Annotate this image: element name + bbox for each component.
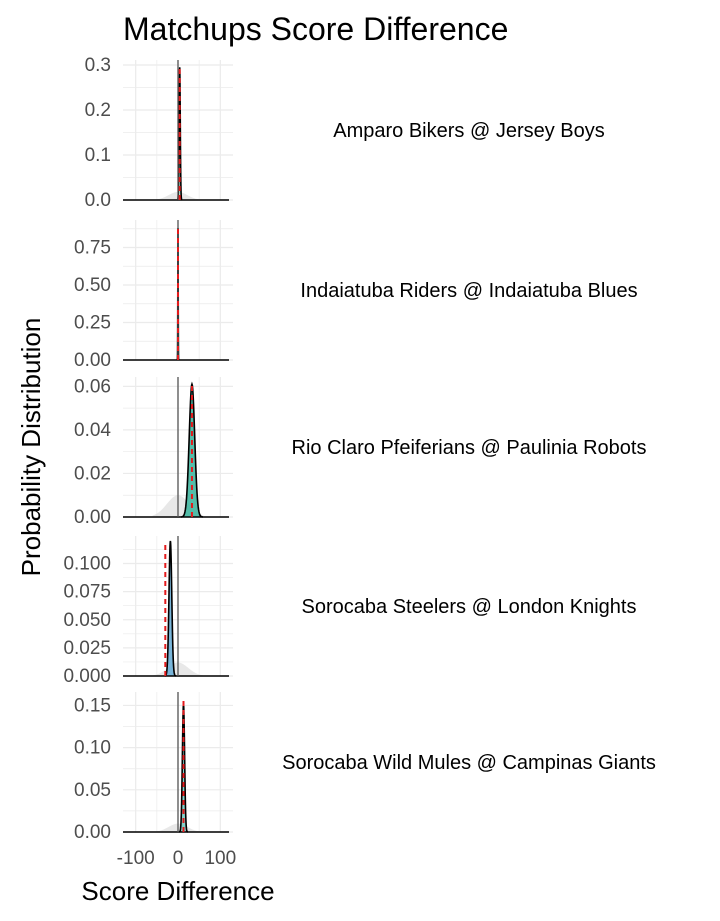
y-axis-title: Probability Distribution [16, 318, 46, 577]
y-tick-label: 0.3 [85, 55, 111, 76]
x-tick-label: -100 [117, 848, 155, 869]
density-outline [180, 381, 204, 518]
y-tick-label: 0.25 [74, 313, 111, 334]
matchup-label: Rio Claro Pfeiferians @ Paulinia Robots [292, 437, 647, 459]
y-tick-label: 0.050 [63, 610, 111, 631]
y-tick-label: 0.0 [85, 190, 111, 211]
y-tick-label: 0.00 [74, 350, 111, 371]
y-tick-label: 0.05 [74, 780, 111, 801]
panel-4: 0.000 0.025 0.050 0.075 0.100 Sorocaba Steele… [63, 536, 636, 687]
matchup-label: Sorocaba Steelers @ London Knights [302, 596, 637, 618]
y-tick-label: 0.02 [74, 463, 111, 484]
y-tick-label: 0.06 [74, 376, 111, 397]
panel-1: 0.0 0.1 0.2 0.3 Amparo Bikers @ Jersey Boys [85, 55, 605, 211]
density-outline [164, 540, 177, 677]
y-tick-label: 0.15 [74, 695, 111, 716]
y-tick-label: 0.000 [63, 666, 111, 687]
y-tick-label: 0.100 [63, 554, 111, 575]
matchup-label: Sorocaba Wild Mules @ Campinas Giants [282, 752, 656, 774]
matchup-label: Indaiatuba Riders @ Indaiatuba Blues [300, 280, 637, 302]
y-tick-label: 0.00 [74, 822, 111, 843]
panel-3: 0.00 0.02 0.04 0.06 Rio Claro Pfeiferians @ … [74, 376, 646, 528]
y-tick-label: 0.75 [74, 238, 111, 259]
y-tick-label: 0.1 [85, 145, 111, 166]
y-tick-label: 0.00 [74, 507, 111, 528]
y-tick-label: 0.075 [63, 582, 111, 603]
panel-2: 0.00 0.25 0.50 0.75 Indaiatuba Riders @ Inda… [74, 220, 638, 371]
matchup-label: Amparo Bikers @ Jersey Boys [333, 120, 605, 142]
y-tick-label: 0.2 [85, 100, 111, 121]
panel-5: 0.00 0.05 0.10 0.15 Sorocaba Wild Mules @ Ca… [74, 692, 656, 843]
x-tick-label: 0 [173, 848, 184, 869]
y-tick-label: 0.025 [63, 638, 111, 659]
y-tick-label: 0.50 [74, 275, 111, 296]
x-axis-title: Score Difference [81, 876, 274, 906]
y-tick-label: 0.04 [74, 420, 111, 441]
density-area [164, 541, 176, 676]
y-tick-label: 0.10 [74, 738, 111, 759]
x-tick-label: 100 [204, 848, 236, 869]
chart-title: Matchups Score Difference [123, 11, 508, 47]
